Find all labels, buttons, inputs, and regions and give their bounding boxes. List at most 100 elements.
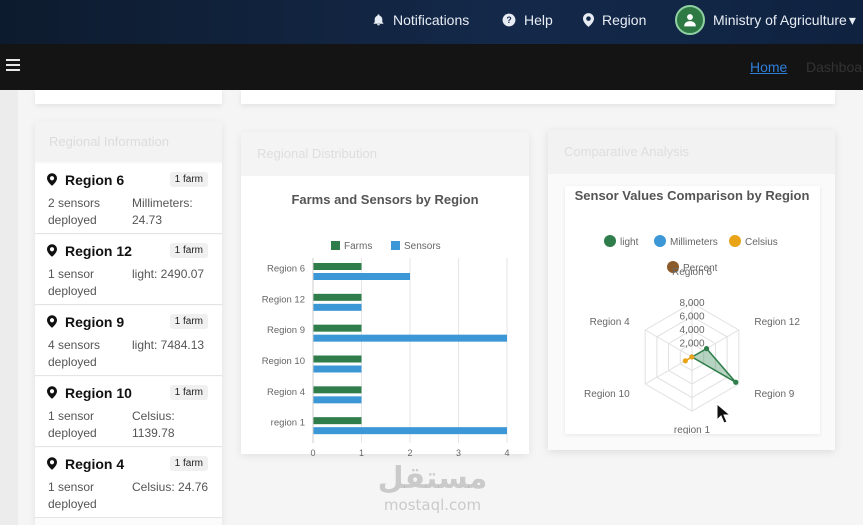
location-pin-icon bbox=[47, 244, 57, 257]
legend-label[interactable]: Farms bbox=[344, 241, 372, 252]
sensor-reading: Celsius: 24.76 bbox=[132, 480, 209, 494]
sensor-count: 2 sensors deployed bbox=[48, 196, 101, 227]
legend-label[interactable]: Percent bbox=[683, 263, 718, 274]
y-tick-label: Region 9 bbox=[267, 325, 305, 336]
legend-swatch bbox=[604, 235, 616, 247]
watermark-arabic: مستقل bbox=[377, 461, 488, 496]
farm-count-badge: 1 farm bbox=[169, 385, 208, 400]
farm-count-badge: 1 farm bbox=[169, 314, 208, 329]
bar-sensors[interactable] bbox=[313, 273, 410, 280]
location-pin-icon bbox=[583, 13, 594, 27]
breadcrumb-current: Dashboard bbox=[806, 59, 863, 75]
radar-axis-label: Region 10 bbox=[584, 389, 630, 400]
legend-swatch bbox=[391, 241, 400, 250]
sensor-reading: Millimeters: 24.73 bbox=[132, 196, 193, 227]
legend-label[interactable]: Millimeters bbox=[670, 237, 718, 248]
region-list-item[interactable]: Region 9 1 farm 4 sensors deployed light: 7… bbox=[35, 306, 222, 376]
legend-swatch bbox=[729, 235, 741, 247]
legend-label[interactable]: light bbox=[620, 237, 639, 248]
farm-count-badge: 1 farm bbox=[169, 243, 208, 258]
chevron-down-icon: ▾ bbox=[848, 11, 856, 28]
bar-farms[interactable] bbox=[313, 417, 362, 425]
top-navbar: Notifications ? Help Region Ministry of … bbox=[0, 0, 863, 44]
x-tick-label: 1 bbox=[359, 448, 364, 456]
x-tick-label: 3 bbox=[456, 448, 461, 456]
region-name: Region 12 bbox=[65, 243, 132, 259]
region-name: Region 10 bbox=[65, 385, 132, 401]
legend-swatch bbox=[654, 235, 666, 247]
radar-axis-label: Region 4 bbox=[590, 317, 630, 328]
region-list-item[interactable]: Region 12 1 farm 1 sensor deployed light: 2… bbox=[35, 235, 222, 305]
radar-spoke bbox=[644, 329, 693, 358]
bar-farms[interactable] bbox=[313, 324, 362, 332]
location-pin-icon bbox=[47, 315, 57, 328]
legend-swatch bbox=[331, 241, 340, 250]
r-tick-label: 2,000 bbox=[679, 339, 704, 350]
y-tick-label: region 1 bbox=[271, 418, 305, 429]
location-pin-icon bbox=[47, 173, 57, 186]
bar-sensors[interactable] bbox=[313, 303, 362, 311]
radar-axis-label: Region 12 bbox=[754, 317, 800, 328]
bar-sensors[interactable] bbox=[313, 365, 362, 373]
bar-farms[interactable] bbox=[313, 386, 362, 394]
radar-series-light bbox=[690, 347, 737, 383]
region-list-item[interactable]: Region 6 1 farm 2 sensors deployed Millimet… bbox=[35, 164, 222, 234]
farms-sensors-bar-chart: Farms and Sensors by Region Farms Sensors 0… bbox=[262, 192, 510, 456]
radar-point[interactable] bbox=[703, 345, 710, 352]
card-header: Regional Distribution bbox=[241, 132, 529, 176]
sensor-reading: light: 2490.07 bbox=[132, 267, 205, 281]
r-tick-label: 8,000 bbox=[679, 298, 704, 309]
region-link[interactable]: Region bbox=[583, 0, 646, 40]
notifications-link[interactable]: Notifications bbox=[372, 0, 469, 40]
y-tick-label: Region 10 bbox=[262, 356, 305, 367]
bar-farms[interactable] bbox=[313, 293, 362, 301]
user-menu[interactable]: Ministry of Agriculture ▾ bbox=[675, 0, 856, 40]
card-header: Regional Information bbox=[35, 122, 222, 162]
legend-swatch bbox=[667, 261, 679, 273]
bar-farms[interactable] bbox=[313, 263, 362, 270]
region-name: Region 6 bbox=[65, 172, 125, 188]
region-name: Region 4 bbox=[65, 456, 125, 472]
sensor-count: 1 sensor deployed bbox=[48, 267, 97, 298]
radar-point[interactable] bbox=[682, 358, 688, 364]
radar-axis-label: Region 6 bbox=[672, 267, 712, 278]
user-icon bbox=[684, 14, 696, 27]
radar-point[interactable] bbox=[689, 354, 695, 360]
notifications-label: Notifications bbox=[393, 12, 470, 28]
sensor-count: 4 sensors deployed bbox=[48, 338, 101, 369]
legend-label[interactable]: Celsius bbox=[745, 237, 778, 248]
top-card-fragment bbox=[35, 90, 222, 104]
legend-label[interactable]: Sensors bbox=[404, 241, 441, 252]
watermark-latin: mostaql.com bbox=[383, 496, 482, 514]
radar-axis-label: Region 9 bbox=[754, 389, 794, 400]
location-pin-icon bbox=[47, 386, 57, 399]
sensor-reading: Celsius: 1139.78 bbox=[132, 409, 175, 440]
farm-count-badge: 1 farm bbox=[169, 172, 208, 187]
region-list-item[interactable]: Region 10 1 farm 1 sensor deployed Celsius:… bbox=[35, 377, 222, 447]
sensor-count: 1 sensor deployed bbox=[48, 480, 97, 511]
menu-toggle-icon[interactable] bbox=[6, 59, 20, 73]
sensor-reading: light: 7484.13 bbox=[132, 338, 205, 352]
radar-chart-panel: Sensor Values Comparison by Region light M… bbox=[565, 186, 820, 436]
r-tick-label: 4,000 bbox=[679, 325, 704, 336]
bar-farms[interactable] bbox=[313, 355, 362, 363]
mouse-cursor-icon bbox=[716, 403, 732, 424]
bar-sensors[interactable] bbox=[313, 396, 362, 404]
x-tick-label: 2 bbox=[407, 448, 412, 456]
bar-sensors[interactable] bbox=[313, 334, 507, 342]
region-label: Region bbox=[602, 12, 647, 28]
radar-point[interactable] bbox=[733, 379, 739, 385]
regional-distribution-card: Regional Distribution Farms and Sensors … bbox=[241, 132, 529, 456]
sensor-count: 1 sensor deployed bbox=[48, 409, 97, 440]
breadcrumb-home-link[interactable]: Home bbox=[750, 59, 788, 75]
top-card-fragment bbox=[241, 90, 835, 104]
toolbar: Home Dashboard bbox=[0, 44, 863, 90]
region-list-item[interactable]: Region 4 1 farm 1 sensor deployed Celsius: … bbox=[35, 448, 222, 518]
region-name: Region 9 bbox=[65, 314, 125, 330]
bar-sensors[interactable] bbox=[313, 427, 507, 435]
chart-title: Sensor Values Comparison by Region bbox=[575, 188, 810, 203]
help-circle-icon: ? bbox=[502, 13, 516, 27]
radar-axis-label: region 1 bbox=[674, 425, 711, 434]
regions-card: Regional Information Region 6 1 farm 2 sen… bbox=[35, 122, 222, 525]
help-link[interactable]: ? Help bbox=[502, 0, 553, 40]
